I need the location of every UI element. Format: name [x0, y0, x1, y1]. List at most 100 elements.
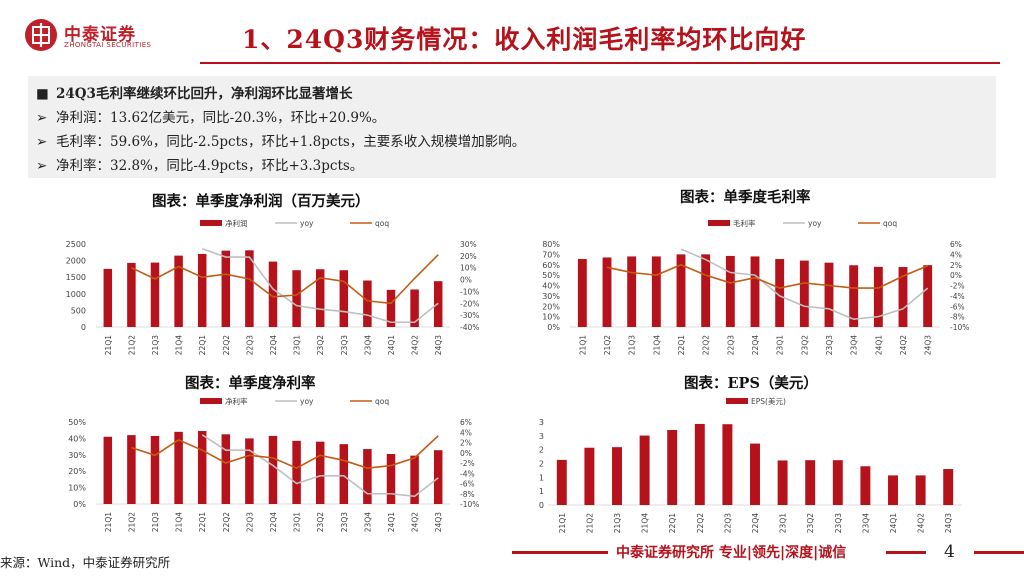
x-tick-label: 23Q2 — [800, 335, 809, 355]
page-number: 4 — [944, 542, 955, 562]
x-tick-label: 23Q3 — [825, 335, 834, 355]
bar — [221, 434, 231, 504]
x-tick-label: 24Q2 — [411, 335, 420, 355]
y2-tick-label: -4% — [460, 469, 475, 478]
y-tick-label: 70% — [542, 250, 560, 259]
y-tick-label: 40% — [68, 434, 86, 443]
bar — [860, 466, 871, 505]
bar — [639, 435, 650, 505]
bar — [612, 447, 622, 505]
bar — [898, 267, 908, 327]
bar — [750, 256, 760, 327]
x-tick-label: 22Q2 — [696, 513, 705, 533]
x-tick-label: 23Q4 — [861, 513, 870, 533]
y2-tick-label: -20% — [460, 299, 479, 308]
legend: 净利率 yoy qoq — [200, 396, 389, 406]
bar — [339, 444, 349, 504]
legend-label: yoy — [300, 219, 314, 228]
x-tick-label: 21Q2 — [127, 335, 136, 355]
bar — [103, 268, 113, 327]
bar — [824, 262, 834, 327]
bar — [799, 260, 809, 327]
bar — [701, 254, 711, 327]
bar — [725, 255, 735, 327]
series-line-yoy — [680, 248, 929, 321]
legend-label: yoy — [300, 397, 314, 406]
y-tick-label: 2 — [539, 460, 544, 469]
y2-tick-label: 30% — [460, 240, 477, 249]
x-tick-label: 22Q2 — [222, 512, 231, 532]
footer-brand: 中泰证券研究所 专业|领先|深度|诚信 — [616, 545, 847, 561]
summary-heading-text: 24Q3毛利率继续环比回升，净利润环比显著增长 — [56, 86, 353, 102]
x-tick-label: 21Q1 — [104, 512, 113, 532]
x-tick-label: 22Q4 — [269, 335, 278, 355]
chart-title-net-profit: 图表：单季度净利润（百万美元） — [152, 193, 370, 210]
x-tick-label: 22Q3 — [245, 335, 254, 355]
bar — [584, 447, 595, 505]
bar — [245, 250, 254, 327]
bar — [339, 270, 349, 327]
y2-tick-label: 2% — [460, 439, 472, 448]
legend-label: 净利润 — [225, 218, 248, 228]
y2-tick-label: -30% — [460, 311, 479, 320]
x-tick-label: 22Q1 — [198, 335, 207, 355]
x-tick-label: 22Q2 — [222, 335, 231, 355]
x-tick-label: 22Q3 — [726, 335, 735, 355]
x-tick-label: 24Q1 — [874, 335, 883, 355]
x-tick-label: 22Q4 — [751, 335, 760, 355]
x-tick-label: 24Q3 — [924, 335, 933, 355]
series-line-yoy — [201, 434, 439, 498]
summary-box: ■ 24Q3毛利率继续环比回升，净利润环比显著增长 ➢ 净利润：13.62亿美元，同… — [28, 76, 996, 178]
bar — [627, 256, 637, 327]
legend-label: yoy — [808, 219, 822, 228]
bar — [750, 443, 760, 505]
y2-tick-label: -8% — [950, 313, 965, 322]
bar — [315, 269, 325, 327]
x-tick-label: 23Q2 — [806, 513, 815, 533]
bar — [268, 261, 278, 327]
x-tick-label: 21Q4 — [641, 513, 650, 533]
x-tick-label: 21Q4 — [652, 335, 661, 355]
legend-label: qoq — [375, 397, 389, 406]
legend-label: qoq — [375, 219, 389, 228]
x-tick-label: 23Q1 — [293, 335, 302, 355]
y2-tick-label: -10% — [950, 323, 969, 332]
x-tick-label: 23Q3 — [340, 512, 349, 532]
bar — [433, 450, 443, 504]
y-tick-label: 1 — [539, 487, 544, 496]
arrow-bullet-icon: ➢ — [36, 110, 48, 126]
legend: 净利润 yoy qoq — [200, 218, 389, 228]
x-tick-label: 22Q1 — [677, 335, 686, 355]
y-tick-label: 1500 — [66, 273, 86, 282]
bar — [873, 266, 883, 327]
legend-swatch — [200, 220, 222, 226]
y-tick-label: 60% — [542, 261, 560, 270]
bar — [127, 435, 136, 504]
summary-item: ➢ 毛利率：59.6%，同比-2.5pcts，环比+1.8pcts，主要系收入规模… — [36, 130, 525, 150]
y-tick-label: 0 — [539, 501, 544, 510]
x-tick-label: 23Q3 — [340, 335, 349, 355]
y-tick-label: 50% — [542, 271, 560, 280]
legend-label: EPS(美元) — [751, 396, 786, 406]
company-logo: 中泰证券 ZHONGTAI SECURITIES — [24, 18, 174, 54]
y2-tick-label: 0% — [460, 449, 472, 458]
legend-swatch — [708, 220, 730, 226]
arrow-bullet-icon: ➢ — [36, 134, 48, 150]
x-tick-label: 22Q4 — [751, 513, 760, 533]
series-line-qoq — [131, 254, 439, 305]
x-tick-label: 21Q3 — [613, 513, 622, 533]
y-tick-label: 1 — [539, 473, 544, 482]
chart-title-eps: 图表：EPS（美元） — [684, 375, 818, 392]
x-tick-label: 23Q4 — [850, 335, 859, 355]
bar — [386, 453, 396, 504]
chart-title-net-margin: 图表：单季度净利率 — [185, 375, 316, 392]
arrow-bullet-icon: ➢ — [36, 158, 48, 174]
bar — [197, 431, 207, 504]
footer-divider — [886, 551, 926, 554]
series-line-yoy — [201, 247, 439, 324]
y-tick-label: 50% — [68, 418, 86, 427]
x-tick-label: 23Q2 — [316, 512, 325, 532]
x-tick-label: 21Q1 — [104, 335, 113, 355]
x-tick-label: 23Q1 — [776, 335, 785, 355]
x-tick-label: 24Q1 — [387, 512, 396, 532]
